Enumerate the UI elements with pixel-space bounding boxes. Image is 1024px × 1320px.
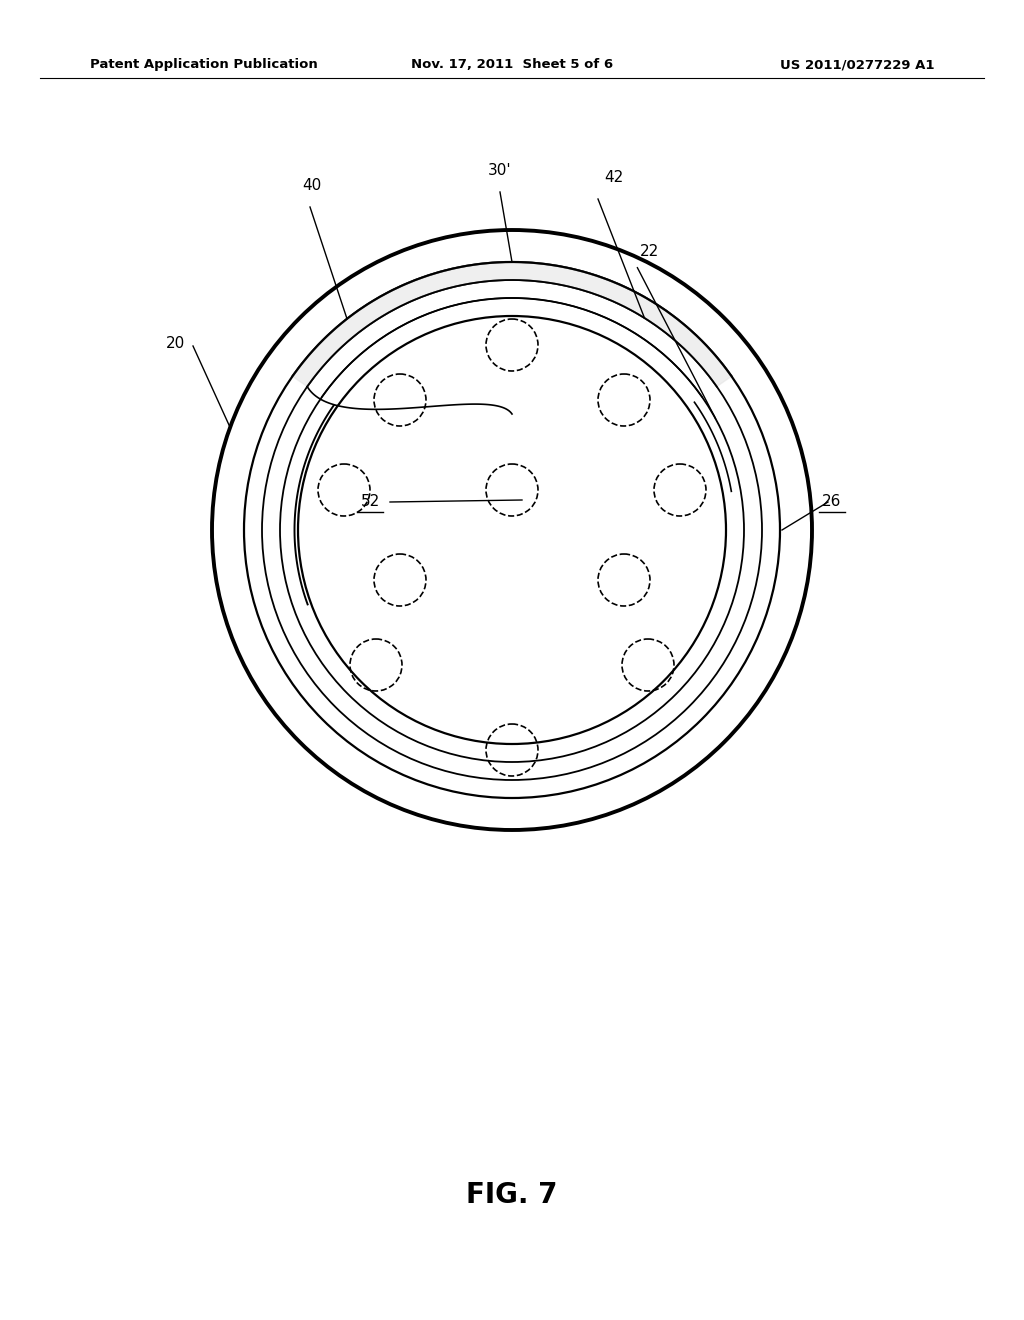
Text: US 2011/0277229 A1: US 2011/0277229 A1 (779, 58, 934, 71)
Text: Patent Application Publication: Patent Application Publication (90, 58, 317, 71)
Text: 20: 20 (166, 337, 185, 351)
Polygon shape (293, 261, 731, 387)
Text: 52: 52 (360, 495, 380, 510)
Text: Nov. 17, 2011  Sheet 5 of 6: Nov. 17, 2011 Sheet 5 of 6 (411, 58, 613, 71)
Text: 30': 30' (488, 162, 512, 178)
Text: 22: 22 (640, 244, 659, 259)
Text: FIG. 7: FIG. 7 (466, 1181, 558, 1209)
Text: 40: 40 (302, 178, 322, 193)
Text: 42: 42 (604, 170, 624, 185)
Text: 26: 26 (822, 495, 842, 510)
